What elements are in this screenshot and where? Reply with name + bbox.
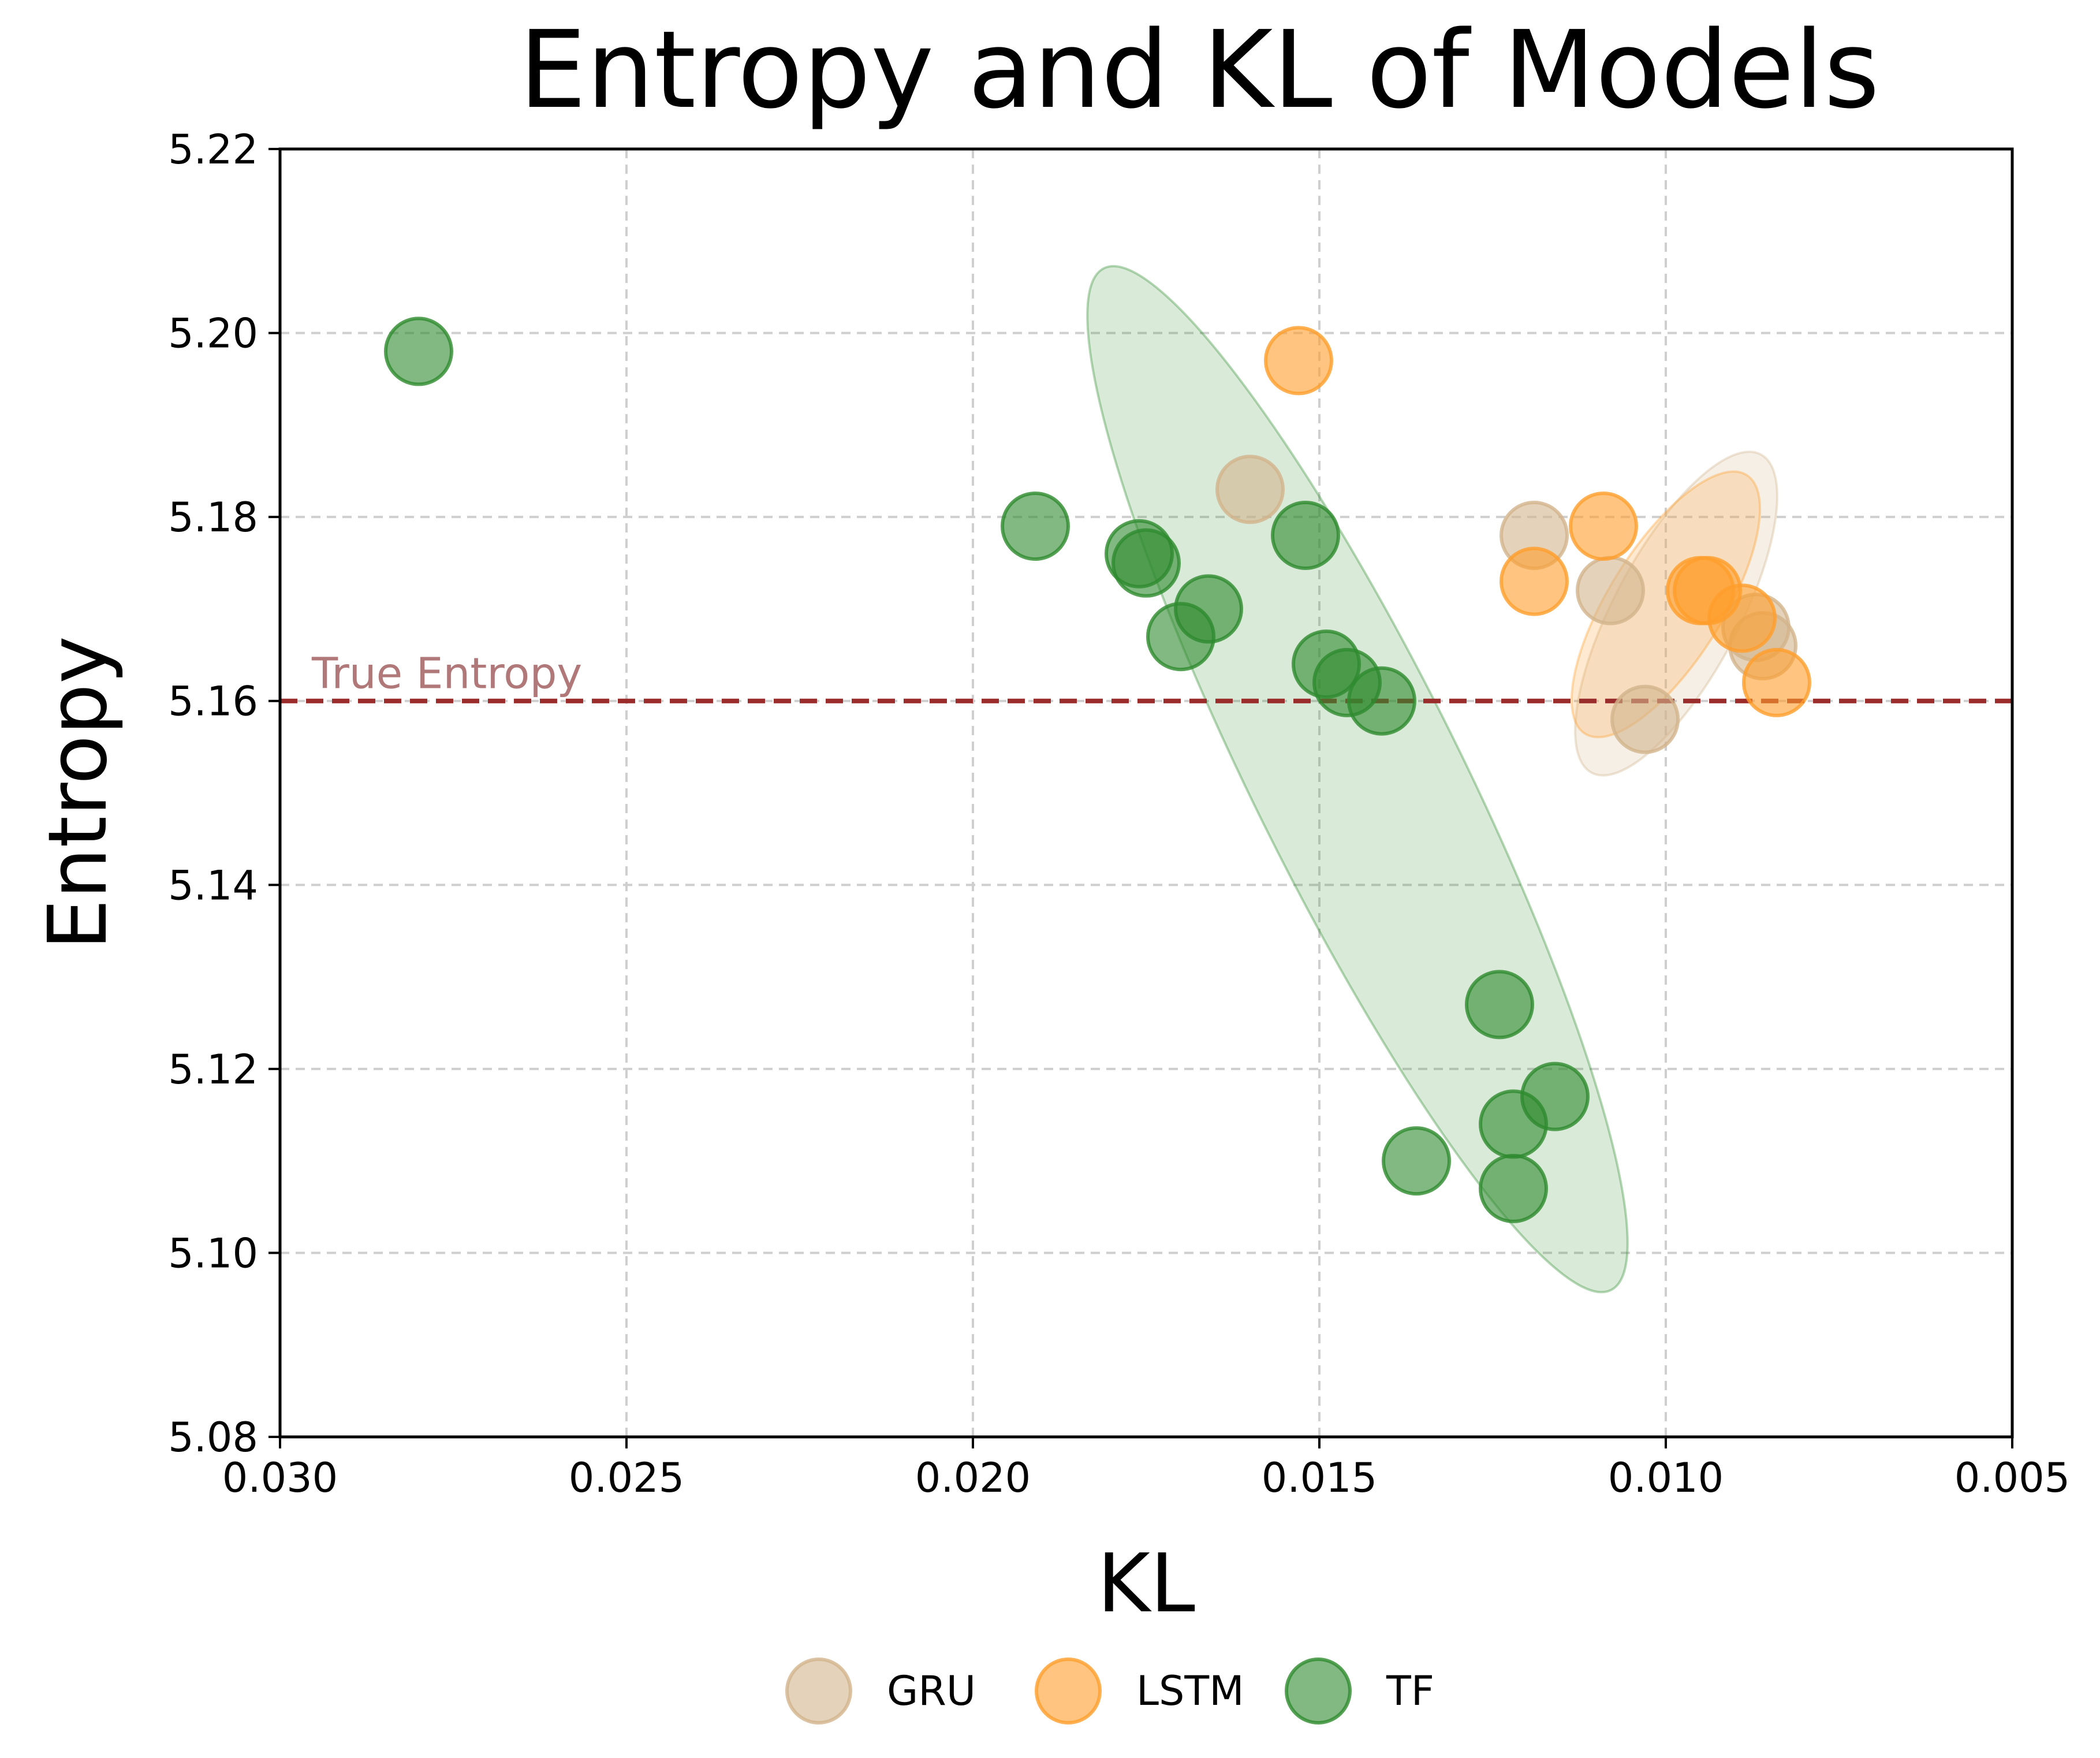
- x-tick-label: 0.020: [915, 1454, 1031, 1502]
- x-axis-ticks: 0.030 0.025 0.020 0.015 0.010 0.005: [222, 1437, 2070, 1502]
- legend-marker: [1285, 1658, 1352, 1725]
- gru-point: [1215, 455, 1285, 524]
- legend-marker: [1035, 1658, 1102, 1725]
- legend: GRU LSTM TF: [785, 1658, 1434, 1725]
- true-entropy-label: True Entropy: [311, 649, 582, 699]
- legend-label: GRU: [887, 1667, 976, 1715]
- x-tick-label: 0.005: [1954, 1454, 2070, 1502]
- lstm-point: [1707, 583, 1777, 653]
- x-tick-label: 0.010: [1608, 1454, 1724, 1502]
- gru-point: [1610, 684, 1680, 754]
- tf-point: [1146, 602, 1215, 672]
- grid: [280, 149, 2012, 1437]
- lstm-point: [1569, 491, 1638, 561]
- tf-point: [1382, 1126, 1451, 1196]
- legend-item-tf: TF: [1285, 1658, 1434, 1725]
- true-entropy-reference: True Entropy: [280, 649, 2012, 703]
- tf-point: [1111, 528, 1181, 598]
- y-axis-label: Entropy: [31, 636, 125, 950]
- tf-point: [1001, 491, 1070, 561]
- x-tick-label: 0.015: [1262, 1454, 1377, 1502]
- tf-point: [1347, 666, 1416, 736]
- y-tick-label: 5.12: [168, 1046, 258, 1093]
- chart-title: Entropy and KL of Models: [519, 8, 1880, 132]
- lstm-point: [1264, 326, 1333, 396]
- legend-item-lstm: LSTM: [1035, 1658, 1244, 1725]
- gru-point: [1576, 556, 1645, 625]
- y-tick-label: 5.14: [168, 862, 258, 909]
- plot-frame: [278, 147, 2014, 1439]
- y-tick-label: 5.16: [168, 678, 258, 725]
- y-tick-label: 5.18: [168, 494, 258, 541]
- y-tick-label: 5.22: [168, 126, 258, 173]
- x-tick-label: 0.030: [222, 1454, 338, 1502]
- x-tick-label: 0.025: [569, 1454, 684, 1502]
- data-points: [384, 316, 1811, 1223]
- tf-point: [1465, 970, 1534, 1040]
- y-tick-label: 5.08: [168, 1414, 258, 1461]
- lstm-point: [1500, 546, 1569, 616]
- tf-point: [1271, 501, 1340, 570]
- lstm-point: [1742, 647, 1811, 717]
- legend-label: TF: [1386, 1667, 1434, 1715]
- y-tick-label: 5.10: [168, 1230, 258, 1277]
- legend-marker: [785, 1658, 852, 1725]
- y-axis-ticks: 5.08 5.10 5.12 5.14 5.16 5.18 5.20 5.22: [168, 126, 280, 1461]
- y-tick-label: 5.20: [168, 310, 258, 357]
- tf-point: [384, 316, 453, 386]
- tf-point: [1479, 1089, 1548, 1159]
- tf-point: [1479, 1153, 1548, 1223]
- legend-item-gru: GRU: [785, 1658, 976, 1725]
- legend-label: LSTM: [1136, 1667, 1244, 1715]
- x-axis-label: KL: [1097, 1537, 1195, 1631]
